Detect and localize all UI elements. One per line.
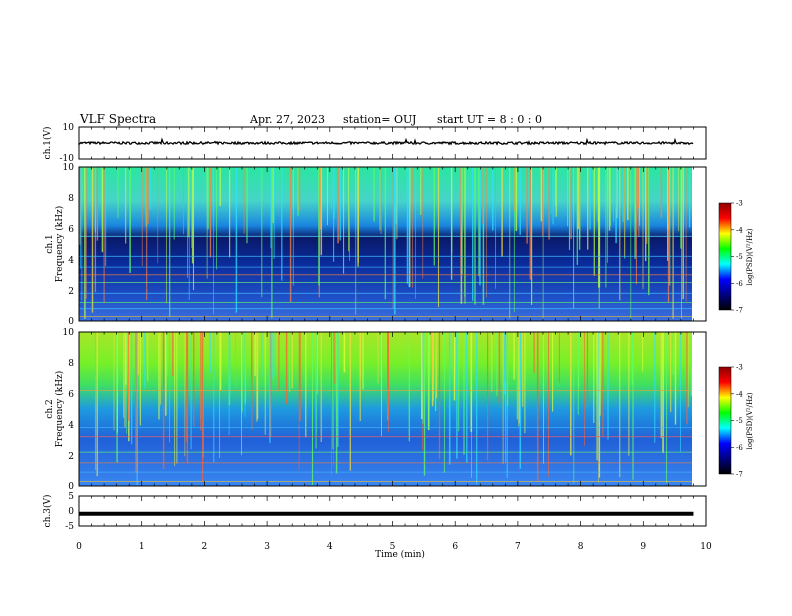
ch2-ylabel-line2: Frequency (kHz) (54, 371, 65, 448)
ch2-spectrogram-streaks (79, 332, 692, 485)
cb2ticks-label: -7 (736, 471, 743, 479)
ch3-ytick-neg5: -5 (65, 522, 74, 532)
colorbar-ch1: -3 -4 -5 -6 -7 log(PSD)(V²/Hz) (718, 200, 754, 315)
x-tick-6: 6 (452, 542, 458, 552)
x-tick-8: 8 (578, 542, 584, 552)
cb1ticks-label: -6 (736, 280, 743, 288)
cb2ticks-label: -5 (736, 417, 743, 425)
colorbar-ch1-scale (718, 202, 732, 311)
chart-title: VLF Spectra (79, 112, 156, 126)
x-tick-9: 9 (640, 542, 646, 552)
ch2-ytick-10: 10 (63, 328, 75, 338)
date-label: Apr. 27, 2023 (249, 113, 325, 126)
ch2-ytick-8: 8 (68, 359, 74, 369)
ch2-ytick-6: 6 (68, 390, 74, 400)
ch1-ylabel-line1: ch.1 (45, 234, 55, 253)
ch2-spectrogram-fill (79, 332, 692, 486)
x-tick-5: 5 (390, 542, 396, 552)
ch3-ytick-0: 0 (68, 507, 74, 517)
ch2-ytick-2: 2 (68, 452, 74, 462)
cb2ticks-label: -6 (736, 444, 743, 452)
cb1ticks-label: -3 (736, 200, 743, 208)
colorbar-ch2-scale (718, 366, 732, 475)
ch2-ylabel-line1: ch.2 (45, 399, 55, 418)
ch2-ytick-4: 4 (68, 421, 74, 431)
ch1-spectrogram-panel: 10 8 6 4 2 0 ch.1 Frequency (kHz) (45, 163, 707, 327)
x-axis-label: Time (min) (375, 549, 425, 560)
ch1-ytick-top: 10 (63, 123, 75, 133)
ch1-waveform-panel: 10 -10 ch.1(V) (42, 123, 707, 164)
ch1-ytick-2: 2 (68, 287, 74, 297)
cb1ticks-label: -5 (736, 253, 743, 261)
colorbar-ch2-ticks: -3 -4 -5 -6 -7 (731, 364, 743, 479)
ch1-ytick-8: 8 (68, 194, 74, 204)
start-time-label: start UT = 8 : 0 : 0 (437, 113, 542, 126)
x-tick-7: 7 (515, 542, 521, 552)
x-tick-labels: 0 1 2 3 4 5 6 7 8 9 10 (76, 542, 712, 552)
ch1-ytick-10: 10 (63, 163, 75, 173)
colorbar-ch2: -3 -4 -5 -6 -7 log(PSD)(V²/Hz) (718, 364, 754, 479)
ch1-spectrogram-streaks (79, 167, 692, 320)
cb1ticks-label: -4 (736, 226, 743, 234)
cb1ticks-label: -7 (736, 307, 743, 315)
x-tick-2: 2 (202, 542, 208, 552)
colorbar-ch2-label: log(PSD)(V²/Hz) (746, 392, 754, 449)
x-tick-10: 10 (700, 542, 712, 552)
ch3-ytick-5: 5 (68, 492, 74, 502)
cb2ticks-label: -3 (736, 364, 743, 372)
x-tick-0: 0 (76, 542, 82, 552)
x-tick-4: 4 (327, 542, 333, 552)
ch3-ylabel: ch.3(V) (42, 495, 53, 528)
x-tick-1: 1 (139, 542, 145, 552)
panel-tick-marks (78, 127, 707, 526)
ch1-ytick-6: 6 (68, 225, 74, 235)
ch1-ylabel: ch.1(V) (42, 127, 53, 160)
ch2-ytick-0: 0 (68, 482, 74, 492)
ch1-ytick-0: 0 (68, 317, 74, 327)
ch1-ytick-bottom: -10 (60, 154, 75, 164)
colorbar-ch1-ticks: -3 -4 -5 -6 -7 (731, 200, 743, 315)
station-label: station= OUJ (343, 113, 416, 126)
ch1-waveform-trace (78, 137, 694, 146)
x-tick-3: 3 (264, 542, 270, 552)
cb2ticks-label: -4 (736, 390, 743, 398)
ch2-spectrogram-panel: 10 8 6 4 2 0 ch.2 Frequency (kHz) (45, 328, 707, 492)
ch3-waveform-panel: 5 0 -5 ch.3(V) (42, 492, 707, 532)
colorbar-ch1-label: log(PSD)(V²/Hz) (746, 228, 754, 285)
ch1-ytick-4: 4 (68, 256, 74, 266)
ch1-ylabel-line2: Frequency (kHz) (54, 206, 65, 283)
